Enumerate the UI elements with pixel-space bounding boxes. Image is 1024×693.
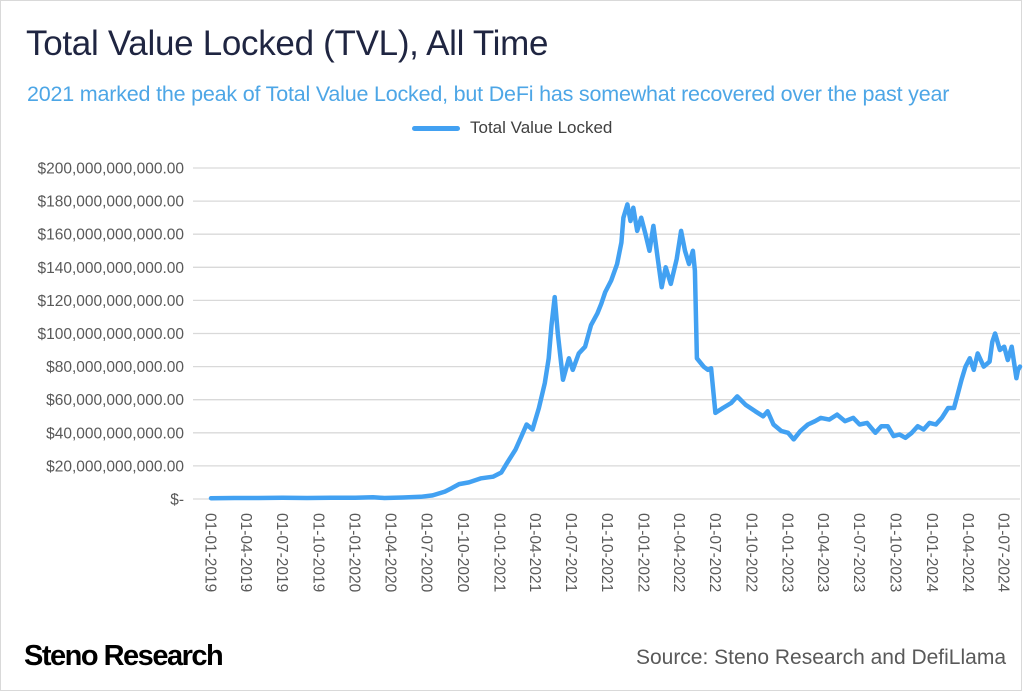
x-tick-label: 01-04-2019 <box>237 513 254 592</box>
x-tick-label: 01-07-2022 <box>706 513 723 592</box>
y-tick-label: $100,000,000,000.00 <box>37 326 184 343</box>
chart-subtitle: 2021 marked the peak of Total Value Lock… <box>27 82 950 106</box>
x-tick-label: 01-10-2022 <box>742 513 759 592</box>
legend-line-swatch <box>412 125 460 131</box>
x-tick-label: 01-01-2020 <box>346 513 363 593</box>
y-tick-label: $- <box>170 492 184 509</box>
x-tick-label: 01-10-2020 <box>454 513 471 593</box>
x-tick-label: 01-04-2023 <box>814 513 831 592</box>
x-axis-tick-labels: 01-01-2019 01-04-2019 01-07-2019 01-10-2019… <box>202 513 1012 593</box>
x-tick-label: 01-07-2023 <box>850 513 867 592</box>
y-tick-label: $60,000,000,000.00 <box>46 392 184 409</box>
x-tick-label: 01-01-2021 <box>490 513 507 592</box>
legend-label: Total Value Locked <box>470 118 613 137</box>
source-note: Source: Steno Research and DefiLlama <box>635 646 1006 669</box>
gridlines <box>193 167 1020 500</box>
chart-title: Total Value Locked (TVL), All Time <box>26 24 549 63</box>
x-tick-label: 01-04-2021 <box>526 513 543 592</box>
y-tick-label: $20,000,000,000.00 <box>46 458 184 475</box>
x-tick-label: 01-04-2022 <box>670 513 687 592</box>
x-tick-label: 01-07-2024 <box>995 513 1012 593</box>
x-tick-label: 01-01-2023 <box>779 513 796 592</box>
x-tick-label: 01-01-2024 <box>923 513 940 593</box>
y-tick-label: $140,000,000,000.00 <box>37 260 184 277</box>
y-tick-label: $120,000,000,000.00 <box>37 293 184 310</box>
x-tick-label: 01-10-2023 <box>886 513 903 592</box>
x-tick-label: 01-10-2021 <box>598 513 615 592</box>
brand-logo: Steno Research <box>24 640 224 672</box>
x-tick-label: 01-07-2021 <box>562 513 579 592</box>
series-total-value-locked <box>208 202 1023 501</box>
x-tick-label: 01-04-2024 <box>959 513 976 593</box>
x-tick-label: 01-04-2020 <box>382 513 399 593</box>
y-tick-label: $80,000,000,000.00 <box>46 359 184 376</box>
x-tick-label: 01-01-2019 <box>202 513 219 592</box>
y-tick-label: $200,000,000,000.00 <box>37 161 184 178</box>
x-tick-label: 01-01-2022 <box>634 513 651 592</box>
x-tick-label: 01-10-2019 <box>309 513 326 592</box>
y-tick-label: $40,000,000,000.00 <box>46 425 184 442</box>
y-tick-label: $180,000,000,000.00 <box>37 194 184 211</box>
x-tick-label: 01-07-2020 <box>418 513 435 593</box>
legend: Total Value Locked <box>412 118 612 138</box>
x-tick-label: 01-07-2019 <box>273 513 290 592</box>
y-axis-tick-labels: $- $20,000,000,000.00 $40,000,000,000.00 $6… <box>37 161 184 509</box>
line-chart: $- $20,000,000,000.00 $40,000,000,000.00 $6… <box>37 161 1023 593</box>
series-line-total-value-locked <box>208 202 1023 501</box>
y-tick-label: $160,000,000,000.00 <box>37 227 184 244</box>
